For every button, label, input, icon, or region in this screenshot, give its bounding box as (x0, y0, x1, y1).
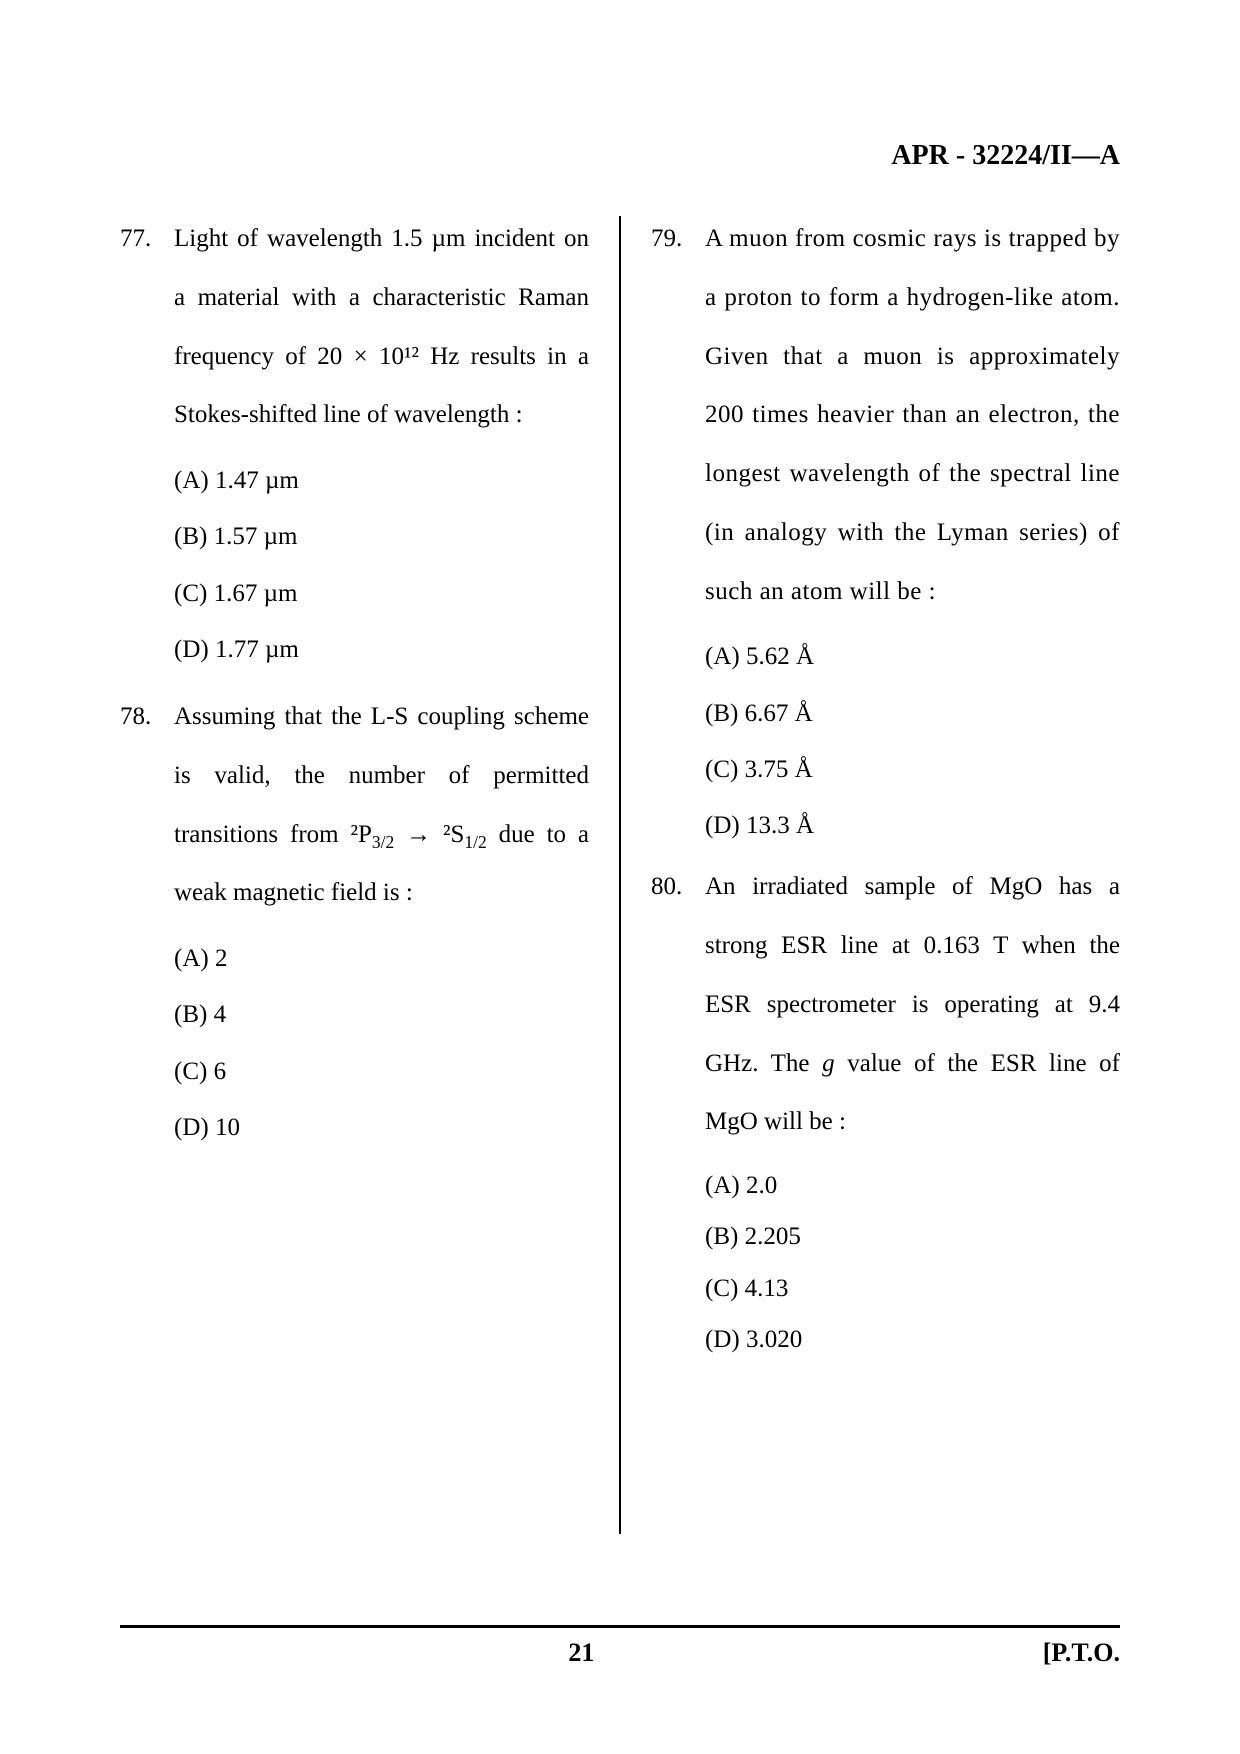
arrow-icon: → (394, 821, 443, 848)
option-c: (C) 6 (174, 1044, 589, 1100)
page: APR - 32224/II—A 77. Light of wavelength… (0, 0, 1240, 1754)
page-footer: 21 [P.T.O. (0, 1625, 1240, 1668)
pto-label: [P.T.O. (1043, 1638, 1120, 1668)
option-b: (B) 4 (174, 987, 589, 1043)
option-d: (D) 10 (174, 1100, 589, 1156)
q78-term2: ²S (443, 821, 464, 848)
question-number: 77. (120, 210, 174, 269)
page-number: 21 (568, 1638, 594, 1668)
question-text: An irradiated sample of MgO has a strong… (705, 858, 1120, 1152)
two-column-layout: 77. Light of wavelength 1.5 µm incident … (120, 210, 1120, 1540)
question-79-options: (A) 5.62 Å (B) 6.67 Å (C) 3.75 Å (D) 13.… (705, 629, 1120, 854)
footer-row: 21 [P.T.O. (120, 1638, 1120, 1668)
option-b: (B) 1.57 µm (174, 509, 589, 565)
option-a: (A) 1.47 µm (174, 453, 589, 509)
question-number: 80. (651, 858, 705, 917)
question-number: 79. (651, 210, 705, 269)
left-column: 77. Light of wavelength 1.5 µm incident … (120, 210, 619, 1540)
question-number: 78. (120, 688, 174, 747)
footer-rule (120, 1625, 1120, 1628)
question-77-options: (A) 1.47 µm (B) 1.57 µm (C) 1.67 µm (D) … (174, 453, 589, 678)
option-a: (A) 5.62 Å (705, 629, 1120, 685)
option-d: (D) 13.3 Å (705, 798, 1120, 854)
question-80: 80. An irradiated sample of MgO has a st… (651, 858, 1120, 1152)
option-b: (B) 2.205 (705, 1211, 1120, 1262)
question-text: A muon from cosmic rays is trapped by a … (705, 210, 1120, 621)
option-c: (C) 1.67 µm (174, 566, 589, 622)
q80-g-italic: g (822, 1050, 835, 1077)
option-a: (A) 2 (174, 931, 589, 987)
question-text: Light of wavelength 1.5 µm incident on a… (174, 210, 589, 445)
option-d: (D) 3.020 (705, 1314, 1120, 1365)
question-77: 77. Light of wavelength 1.5 µm incident … (120, 210, 589, 445)
option-a: (A) 2.0 (705, 1160, 1120, 1211)
q78-sub2: 1/2 (464, 832, 486, 852)
paper-code-header: APR - 32224/II—A (891, 140, 1120, 172)
q78-sub1: 3/2 (372, 832, 394, 852)
right-column: 79. A muon from cosmic rays is trapped b… (621, 210, 1120, 1540)
option-c: (C) 4.13 (705, 1263, 1120, 1314)
question-79: 79. A muon from cosmic rays is trapped b… (651, 210, 1120, 621)
option-c: (C) 3.75 Å (705, 742, 1120, 798)
option-d: (D) 1.77 µm (174, 622, 589, 678)
question-78-options: (A) 2 (B) 4 (C) 6 (D) 10 (174, 931, 589, 1156)
question-80-options: (A) 2.0 (B) 2.205 (C) 4.13 (D) 3.020 (705, 1160, 1120, 1365)
q78-term1: ²P (350, 821, 371, 848)
q80-text-before: An irradiated sample of MgO has a strong… (705, 873, 1120, 1076)
question-78: 78. Assuming that the L-S coupling schem… (120, 688, 589, 923)
option-b: (B) 6.67 Å (705, 686, 1120, 742)
question-text: Assuming that the L-S coupling scheme is… (174, 688, 589, 923)
